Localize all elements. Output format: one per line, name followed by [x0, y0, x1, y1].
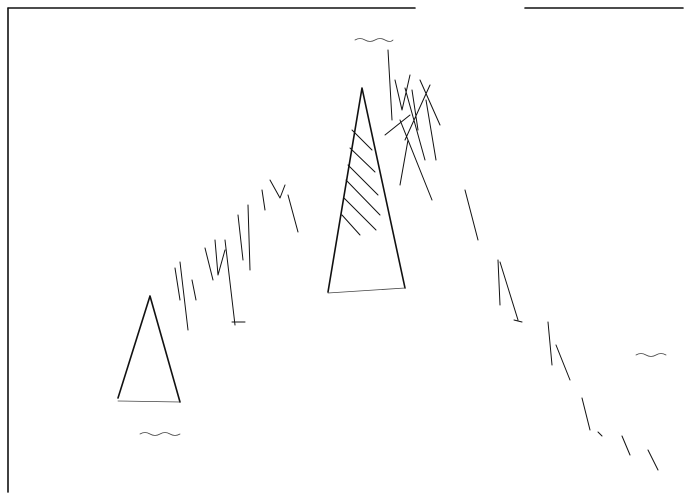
frame	[7, 7, 684, 493]
triangle-sides	[117, 295, 181, 403]
left-scribbles	[174, 179, 299, 331]
hatching	[341, 129, 381, 236]
triangle-base	[327, 287, 406, 294]
left-triangle	[117, 295, 181, 436]
descending-marks	[464, 189, 667, 471]
scribble-strokes	[384, 49, 441, 201]
triangle-base	[117, 400, 181, 403]
scribble-strokes	[174, 179, 299, 331]
big-triangle	[327, 38, 406, 294]
right-scribbles	[384, 49, 441, 201]
mark-strokes	[464, 189, 659, 471]
scribble-label	[139, 432, 181, 436]
scribble-label	[635, 353, 667, 357]
triangle-sides	[327, 87, 406, 293]
scribble-label	[354, 38, 394, 42]
